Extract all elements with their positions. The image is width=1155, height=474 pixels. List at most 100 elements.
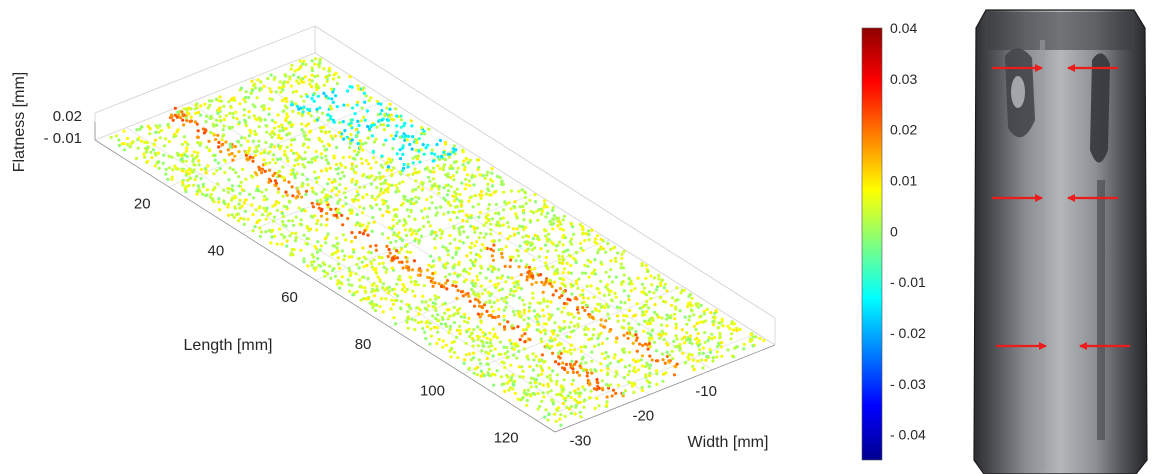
scatter-point: [364, 297, 368, 301]
scatter-point: [534, 385, 538, 389]
scatter-point: [285, 205, 289, 209]
scatter-point: [622, 333, 626, 337]
scatter-point: [523, 388, 527, 393]
scatter-point: [292, 164, 297, 168]
scatter-point: [292, 223, 296, 227]
scatter-point: [471, 263, 476, 267]
scatter-point: [403, 138, 407, 142]
scatter-point: [305, 95, 309, 99]
scatter-point: [355, 153, 359, 157]
scatter-point: [534, 280, 538, 285]
scatter-point: [675, 362, 679, 366]
scatter-point: [385, 168, 389, 173]
scatter-point: [543, 415, 547, 419]
scatter-point: [355, 103, 359, 107]
weld-defect-right: [1090, 53, 1110, 163]
scatter-point: [217, 140, 221, 145]
scatter-point: [369, 125, 373, 129]
scatter-point: [449, 164, 453, 168]
scatter-point: [341, 120, 345, 124]
scatter-point: [326, 118, 330, 122]
scatter-point: [316, 94, 320, 98]
scatter-point: [525, 403, 529, 407]
scatter-point: [492, 243, 496, 247]
scatter-point: [546, 390, 550, 394]
scatter-point: [699, 303, 703, 307]
scatter-point: [537, 358, 542, 362]
scatter-point: [563, 414, 567, 418]
scatter-point: [614, 391, 618, 395]
scatter-point: [659, 283, 663, 288]
scatter-point: [170, 113, 174, 117]
scatter-point: [493, 373, 497, 377]
scatter-point: [260, 190, 264, 194]
scatter-point: [660, 352, 665, 356]
scatter-point: [335, 246, 339, 250]
scatter-point: [509, 289, 513, 293]
scatter-point: [564, 362, 569, 366]
scatter-point: [262, 198, 266, 202]
scatter-point: [195, 102, 199, 106]
scatter-point: [435, 234, 439, 238]
scatter-point: [348, 273, 352, 278]
scatter-point: [495, 222, 499, 226]
scatter-point: [184, 185, 188, 189]
scatter-point: [494, 189, 498, 193]
scatter-point: [463, 187, 467, 191]
scatter-point: [185, 146, 189, 150]
scatter-point: [574, 279, 579, 283]
scatter-point: [686, 305, 690, 309]
scatter-point: [319, 152, 323, 156]
scatter-point: [416, 154, 421, 158]
scatter-point: [291, 90, 295, 94]
scatter-point: [729, 337, 733, 341]
scatter-point: [449, 355, 453, 359]
scatter-point: [520, 188, 524, 192]
scatter-point: [414, 200, 418, 204]
scatter-point: [638, 342, 642, 346]
scatter-point: [373, 268, 377, 272]
scatter-point: [347, 283, 351, 287]
scatter-point: [481, 174, 485, 178]
scatter-point: [177, 113, 181, 117]
scatter-point: [523, 240, 527, 244]
scatter-point: [444, 173, 448, 177]
scatter-point: [314, 149, 318, 154]
scatter-point: [541, 290, 545, 294]
scatter-point: [581, 271, 585, 275]
scatter-point: [487, 367, 491, 371]
scatter-point: [170, 175, 174, 179]
scatter-point: [544, 345, 549, 349]
scatter-point: [498, 176, 502, 180]
scatter-point: [685, 331, 689, 335]
scatter-point: [612, 246, 616, 250]
scatter-point: [762, 338, 766, 343]
scatter-point: [718, 321, 722, 325]
scatter-point: [708, 348, 712, 352]
scatter-point: [288, 120, 292, 124]
scatter-point: [251, 103, 255, 107]
scatter-point: [253, 171, 257, 175]
scatter-point: [441, 345, 445, 349]
scatter-point: [582, 345, 587, 349]
scatter-point: [536, 322, 540, 327]
scatter-point: [303, 165, 307, 169]
scatter-point: [335, 210, 339, 214]
scatter-point: [303, 209, 307, 213]
scatter-point: [620, 325, 624, 329]
scatter-point: [289, 84, 293, 88]
scatter-point: [361, 195, 365, 199]
scatter-point: [562, 396, 566, 400]
scatter-point: [466, 161, 470, 165]
scatter-point: [356, 141, 360, 146]
scatter-point: [552, 272, 557, 276]
scatter-point: [472, 183, 476, 187]
scatter-point: [379, 297, 384, 301]
scatter-point: [277, 133, 281, 137]
scatter-point: [690, 342, 694, 346]
scatter-point: [243, 209, 247, 213]
scatter-point: [180, 157, 184, 161]
scatter-point: [550, 222, 554, 226]
scatter-point: [605, 337, 609, 341]
scatter-point: [503, 366, 507, 370]
